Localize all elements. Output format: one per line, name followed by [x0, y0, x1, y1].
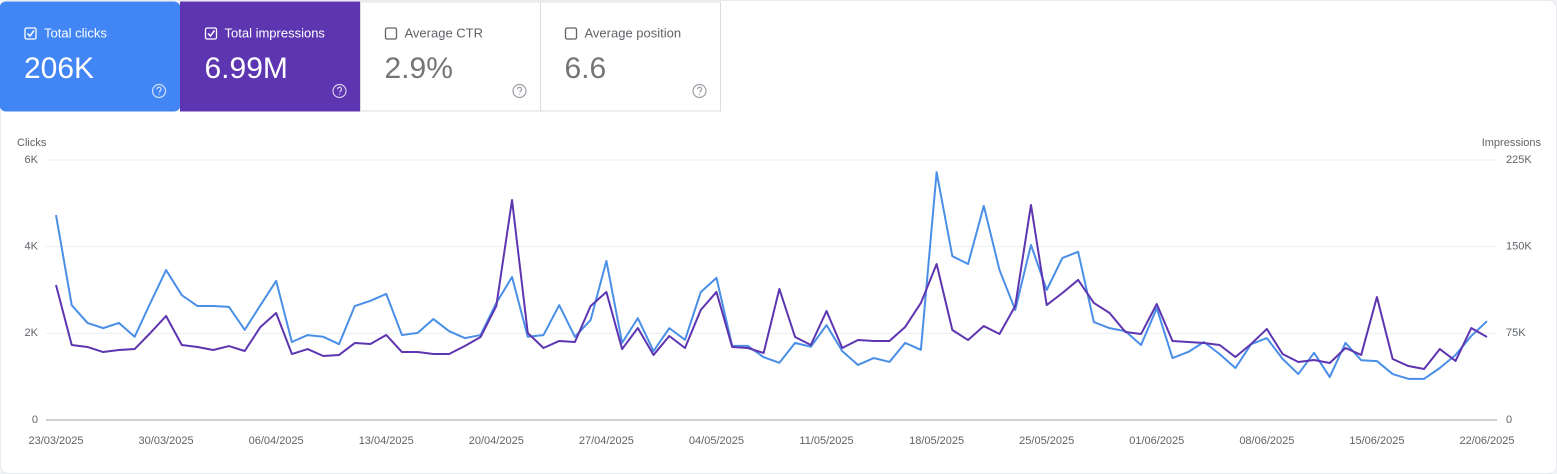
x-tick-label: 01/06/2025 — [1129, 435, 1184, 447]
x-tick-label: 11/05/2025 — [799, 435, 853, 447]
checkmark — [26, 30, 35, 38]
metric-value: 6.99M — [205, 52, 288, 85]
x-tick-label: 08/06/2025 — [1239, 435, 1294, 447]
help-icon[interactable] — [332, 83, 347, 99]
y-tick-label: 4K — [25, 241, 39, 253]
x-tick-label: 18/05/2025 — [909, 435, 964, 447]
checkbox[interactable] — [204, 27, 218, 40]
x-tick-label: 13/04/2025 — [359, 435, 414, 447]
card-background — [360, 1, 541, 112]
metric-card[interactable]: Total clicks 206K — [0, 1, 181, 112]
x-tick-label: 04/05/2025 — [689, 435, 744, 447]
metric-value: 6.6 — [565, 52, 607, 85]
x-tick-label: 20/04/2025 — [469, 435, 524, 447]
checkbox[interactable] — [24, 27, 37, 40]
y-tick-label: 2K — [25, 327, 39, 339]
help-icon[interactable] — [692, 83, 707, 99]
series-line — [55, 171, 1488, 380]
checkmark — [207, 30, 216, 38]
y-tick-label: 6K — [25, 154, 39, 166]
x-tick-label: 22/06/2025 — [1459, 435, 1514, 447]
x-tick-label: 30/03/2025 — [139, 435, 194, 447]
metric-value: 206K — [24, 52, 94, 85]
card-background — [180, 1, 361, 112]
help-mark — [156, 86, 162, 95]
x-tick-label: 15/06/2025 — [1349, 435, 1404, 447]
checkbox[interactable] — [384, 27, 398, 40]
series-line — [55, 198, 1488, 371]
x-tick-label: 06/04/2025 — [249, 435, 304, 447]
help-mark — [336, 86, 343, 95]
card-background — [540, 1, 721, 112]
y2-axis-title: Impressions — [1482, 137, 1542, 149]
checkbox[interactable] — [564, 27, 578, 40]
y2-tick-label: 75K — [1506, 327, 1526, 339]
x-tick-label: 27/04/2025 — [579, 435, 634, 447]
x-tick-label: 23/03/2025 — [28, 435, 83, 447]
y-tick-label: 0 — [32, 414, 38, 426]
metric-card[interactable]: Average position 6.6 — [540, 1, 721, 112]
x-tick-label: 25/05/2025 — [1019, 435, 1074, 447]
help-icon[interactable] — [151, 83, 167, 99]
metric-value: 2.9% — [385, 52, 453, 85]
y-axis-title: Clicks — [17, 137, 47, 149]
y2-tick-label: 150K — [1506, 241, 1532, 253]
metric-label: Total clicks — [44, 25, 107, 40]
metric-card[interactable]: Total impressions 6.99M — [180, 1, 361, 112]
metric-label: Average CTR — [405, 25, 484, 40]
metric-card[interactable]: Average CTR 2.9% — [360, 1, 541, 112]
metric-label: Total impressions — [225, 25, 326, 40]
metric-label: Average position — [585, 25, 682, 40]
y2-tick-label: 0 — [1506, 414, 1512, 426]
help-icon[interactable] — [512, 83, 527, 99]
help-mark — [516, 86, 523, 95]
y2-tick-label: 225K — [1506, 154, 1532, 166]
help-mark — [696, 86, 703, 95]
